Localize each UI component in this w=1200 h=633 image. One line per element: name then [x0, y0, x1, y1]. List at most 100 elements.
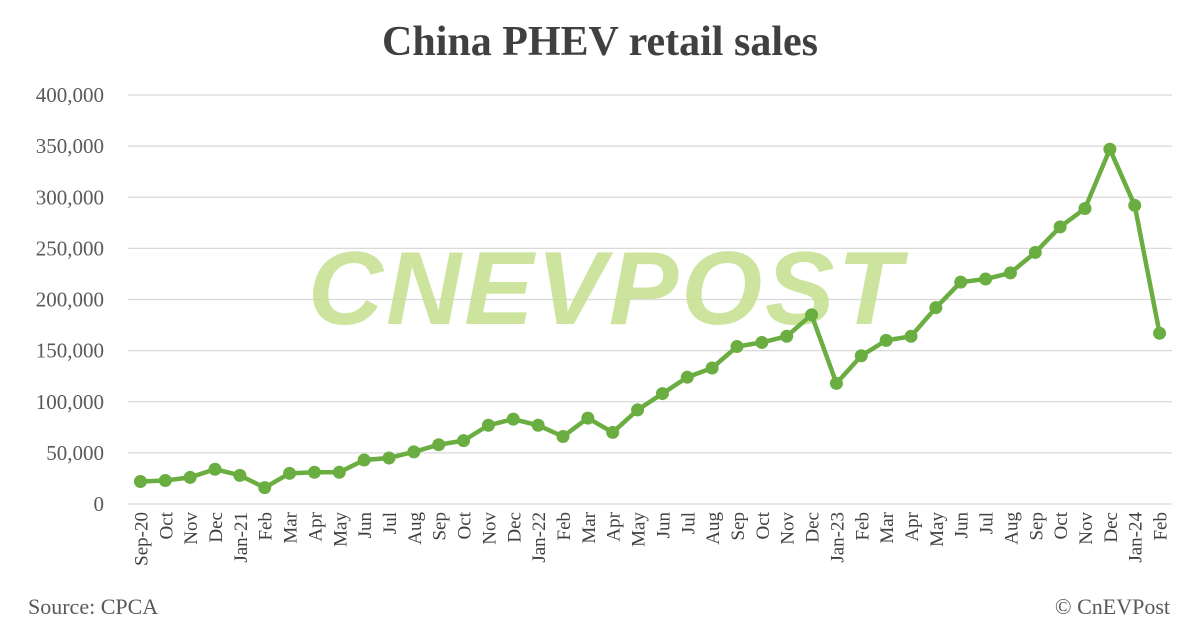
data-point [730, 340, 744, 354]
x-tick-label: May [629, 512, 650, 547]
data-point [1078, 201, 1092, 215]
data-point [1053, 220, 1067, 234]
y-tick-label: 150,000 [36, 339, 104, 363]
data-point [655, 387, 669, 401]
chart-title: China PHEV retail sales [382, 19, 818, 65]
data-point [481, 418, 495, 432]
data-point [1153, 326, 1167, 340]
data-point [208, 462, 222, 476]
data-point [382, 451, 396, 465]
x-tick-label: Oct [156, 511, 177, 539]
y-tick-label: 100,000 [36, 390, 104, 414]
data-point [1103, 142, 1117, 156]
x-tick-label: Jun [952, 512, 973, 539]
y-tick-label: 50,000 [46, 441, 104, 465]
x-tick-label: Nov [181, 512, 202, 545]
data-point [705, 361, 719, 375]
x-tick-label: Dec [504, 512, 525, 543]
x-tick-label: Sep [430, 512, 451, 541]
source-text: Source: CPCA [28, 594, 158, 619]
data-point [556, 430, 570, 444]
x-tick-label: Apr [305, 511, 326, 541]
x-tick-label: May [330, 512, 351, 547]
x-tick-label: Feb [554, 512, 575, 541]
data-point [581, 411, 595, 425]
x-tick-label: Sep [728, 512, 749, 541]
data-point [680, 370, 694, 384]
data-point [1128, 198, 1142, 212]
x-tick-label: Nov [778, 512, 799, 545]
data-point [357, 453, 371, 467]
x-tick-label: Jan-23 [827, 512, 848, 563]
x-tick-label: Dec [803, 512, 824, 543]
data-point [780, 329, 794, 343]
data-point [457, 434, 471, 448]
data-point [805, 308, 819, 322]
y-tick-label: 0 [94, 492, 105, 516]
x-tick-label: Oct [753, 511, 774, 539]
data-point [258, 481, 272, 495]
data-point [307, 465, 321, 479]
x-tick-label: Dec [206, 512, 227, 543]
x-tick-label: Sep-20 [131, 512, 152, 566]
x-tick-label: Feb [256, 512, 277, 541]
watermark-logo: CNEVPOST [308, 231, 909, 347]
y-tick-label: 250,000 [36, 236, 104, 260]
data-point [904, 329, 918, 343]
x-tick-label: Mar [281, 511, 302, 543]
data-point [1028, 245, 1042, 259]
y-tick-label: 300,000 [36, 185, 104, 209]
data-point [854, 349, 868, 363]
series-layer [133, 142, 1167, 495]
y-tick-label: 200,000 [36, 288, 104, 312]
data-point [283, 466, 297, 480]
data-point [929, 301, 943, 315]
x-tick-label: Aug [405, 512, 426, 545]
data-point [606, 425, 620, 439]
data-point [158, 473, 172, 487]
data-point [183, 470, 197, 484]
x-tick-label: Oct [1051, 511, 1072, 539]
data-point [332, 465, 346, 479]
x-tick-label: Mar [877, 511, 898, 543]
data-point [755, 335, 769, 349]
data-point [531, 418, 545, 432]
y-tick-label: 350,000 [36, 134, 104, 158]
x-tick-label: Aug [1001, 512, 1022, 545]
x-tick-label: Nov [1076, 512, 1097, 545]
x-tick-label: Apr [902, 511, 923, 541]
x-tick-label: Jun [355, 512, 376, 539]
data-point [133, 475, 147, 489]
x-tick-label: Jul [678, 512, 699, 534]
data-point [631, 403, 645, 417]
x-tick-label: May [927, 512, 948, 547]
x-tick-label: Jul [977, 512, 998, 534]
x-tick-label: Jan-22 [529, 512, 550, 563]
x-tick-label: Jun [653, 512, 674, 539]
x-tick-label: Nov [479, 512, 500, 545]
y-axis-ticks: 0 50,000 100,000 150,000 200,000 250,000 300,0… [36, 83, 104, 516]
y-tick-label: 400,000 [36, 83, 104, 107]
data-point [432, 438, 446, 452]
data-point [979, 272, 993, 286]
data-point [954, 275, 968, 289]
x-tick-label: Jan-21 [231, 512, 252, 563]
credit-text: © CnEVPost [1055, 594, 1170, 619]
x-tick-label: Feb [852, 512, 873, 541]
x-tick-label: Apr [604, 511, 625, 541]
gridlines [128, 94, 1172, 505]
x-tick-label: Oct [455, 511, 476, 539]
data-point [1003, 266, 1017, 280]
x-tick-label: Jul [380, 512, 401, 534]
data-point [879, 333, 893, 347]
x-tick-label: Jan-24 [1126, 512, 1147, 563]
x-tick-label: Mar [579, 511, 600, 543]
x-tick-label: Aug [703, 512, 724, 545]
x-tick-label: Feb [1151, 512, 1172, 541]
data-point [829, 376, 843, 390]
data-point [407, 445, 421, 459]
x-tick-label: Sep [1026, 512, 1047, 541]
x-axis-ticks: Sep-20 Oct Nov Dec Jan-21 Feb Mar Apr May Jun Jul A… [131, 511, 1171, 566]
